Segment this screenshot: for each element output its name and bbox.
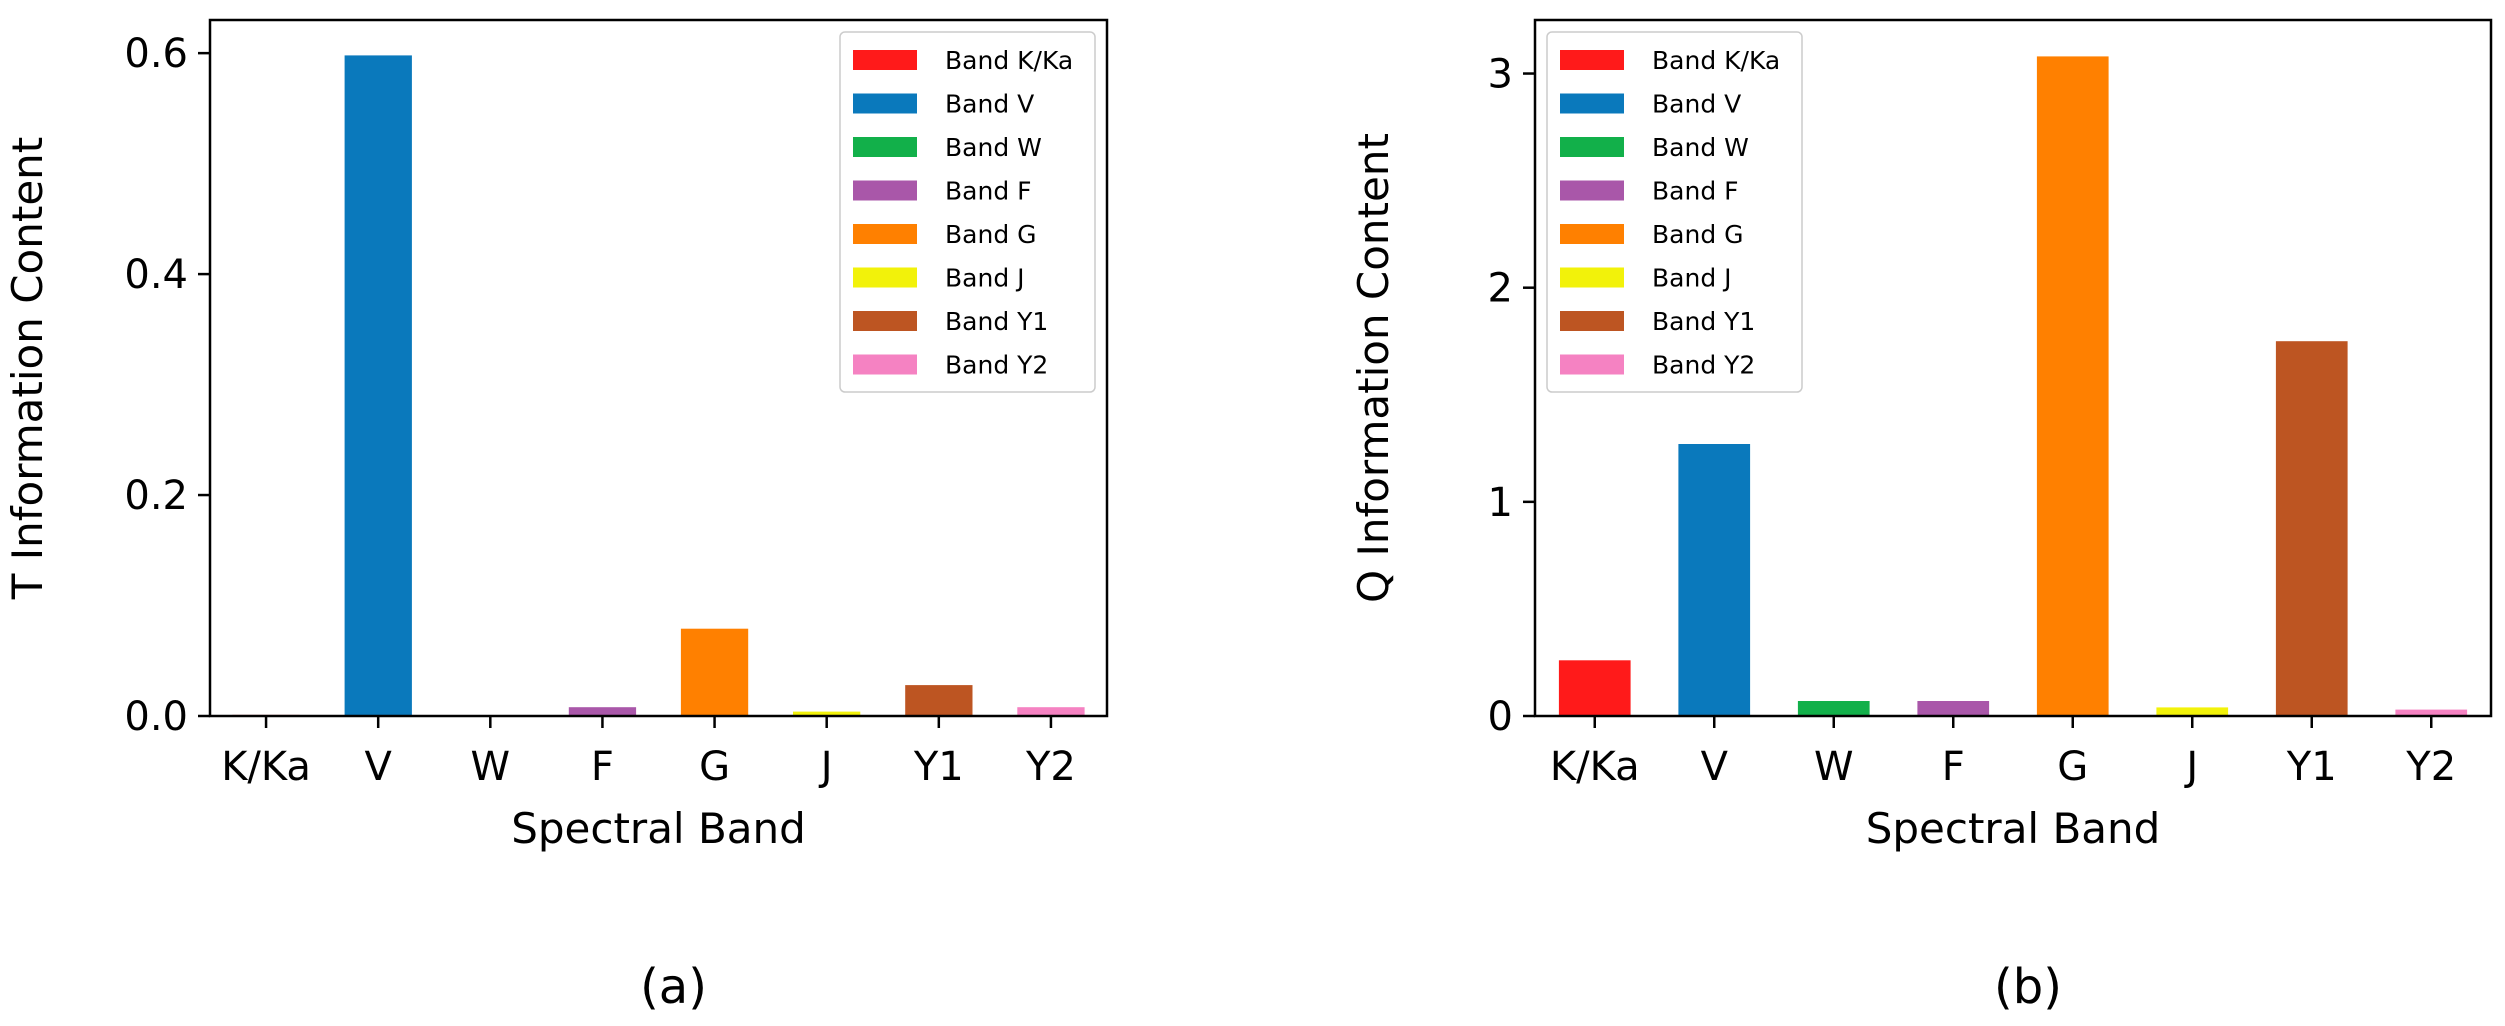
legend-label: Band G bbox=[945, 220, 1037, 249]
legend-swatch bbox=[853, 311, 917, 331]
y-tick-label: 0.2 bbox=[124, 473, 188, 519]
legend-swatch bbox=[853, 137, 917, 157]
legend-swatch bbox=[1560, 93, 1624, 114]
bar-j bbox=[2156, 707, 2229, 716]
bar-kka bbox=[1558, 660, 1631, 716]
legend-label: Band F bbox=[945, 177, 1032, 206]
bar-w bbox=[1797, 701, 1870, 716]
y-axis-label: T Information Content bbox=[3, 137, 52, 601]
legend-label: Band Y1 bbox=[945, 307, 1048, 336]
legend-label: Band J bbox=[1652, 264, 1732, 293]
bar-g bbox=[680, 628, 749, 716]
legend-label: Band Y1 bbox=[1652, 307, 1755, 336]
bar-v bbox=[344, 55, 412, 716]
y-tick-label: 1 bbox=[1488, 480, 1513, 526]
legend-swatch bbox=[1560, 267, 1624, 288]
legend-swatch bbox=[1560, 50, 1624, 70]
legend-label: Band V bbox=[1652, 90, 1741, 119]
x-tick-label: W bbox=[471, 744, 511, 790]
panel-label: (a) bbox=[640, 959, 707, 1015]
chart-panel-1: 0.0 0.2 0.4 0.6 K/Ka V W F G J Y1 Y2 Spectral Band T … bbox=[3, 18, 1109, 1015]
legend: Band K/Ka Band V Band W Band F Band G Band J B… bbox=[839, 31, 1096, 393]
legend-swatch bbox=[853, 50, 917, 70]
bar-f bbox=[568, 707, 637, 716]
plot-frame bbox=[1533, 18, 2493, 718]
legend-box bbox=[839, 31, 1096, 393]
bar-y2 bbox=[1017, 707, 1085, 716]
bar-y1 bbox=[905, 685, 973, 716]
legend-label: Band K/Ka bbox=[1652, 46, 1780, 75]
x-tick-label: V bbox=[365, 744, 393, 790]
legend-swatch bbox=[1560, 224, 1624, 244]
y-tick-label: 0 bbox=[1488, 694, 1513, 740]
y-tick-label: 2 bbox=[1488, 266, 1513, 312]
x-tick-label: Y2 bbox=[2405, 744, 2456, 790]
y-tick-label: 0.4 bbox=[124, 252, 188, 298]
x-tick-label: J bbox=[2183, 744, 2198, 790]
x-tick-label: Y1 bbox=[913, 744, 964, 790]
bar-g bbox=[2036, 56, 2109, 716]
x-tick-label: W bbox=[1814, 744, 1854, 790]
legend: Band K/Ka Band V Band W Band F Band G Band J B… bbox=[1546, 31, 1803, 393]
x-tick-label: F bbox=[591, 744, 614, 790]
x-tick-label: V bbox=[1701, 744, 1729, 790]
legend-label: Band J bbox=[945, 264, 1025, 293]
bar-f bbox=[1917, 701, 1990, 716]
bar-j bbox=[793, 711, 861, 716]
panel-label: (b) bbox=[1994, 959, 2062, 1015]
y-tick-label: 3 bbox=[1488, 52, 1513, 98]
y-tick-label: 0.6 bbox=[124, 31, 188, 77]
x-tick-label: Y2 bbox=[1025, 744, 1076, 790]
legend-label: Band W bbox=[1652, 133, 1749, 162]
legend-swatch bbox=[853, 180, 917, 201]
bar-y1 bbox=[2275, 341, 2348, 716]
legend-label: Band G bbox=[1652, 220, 1744, 249]
legend-swatch bbox=[1560, 137, 1624, 157]
x-tick-label: G bbox=[699, 744, 730, 790]
bar-v bbox=[1678, 444, 1751, 716]
legend-swatch bbox=[853, 354, 917, 375]
legend-label: Band Y2 bbox=[945, 351, 1048, 380]
x-axis-label: Spectral Band bbox=[1866, 804, 2161, 853]
x-tick-label: K/Ka bbox=[1550, 744, 1640, 790]
legend-box bbox=[1546, 31, 1803, 393]
legend-swatch bbox=[1560, 180, 1624, 201]
y-axis-label: Q Information Content bbox=[1349, 133, 1398, 603]
x-tick-label: F bbox=[1942, 744, 1965, 790]
x-tick-label: G bbox=[2057, 744, 2088, 790]
x-axis-label: Spectral Band bbox=[511, 804, 806, 853]
y-tick-label: 0.0 bbox=[124, 694, 188, 740]
legend-swatch bbox=[853, 93, 917, 114]
plot-frame bbox=[208, 18, 1109, 718]
legend-label: Band F bbox=[1652, 177, 1739, 206]
legend-swatch bbox=[1560, 354, 1624, 375]
legend-label: Band V bbox=[945, 90, 1034, 119]
chart-panel-2: 0 1 2 3 K/Ka V W F G J Y1 Y2 Spectral Band Q Informat… bbox=[1349, 18, 2493, 1015]
legend-label: Band K/Ka bbox=[945, 46, 1073, 75]
bar-y2 bbox=[2395, 709, 2468, 716]
legend-swatch bbox=[853, 224, 917, 244]
legend-swatch bbox=[1560, 311, 1624, 331]
legend-swatch bbox=[853, 267, 917, 288]
legend-label: Band Y2 bbox=[1652, 351, 1755, 380]
legend-label: Band W bbox=[945, 133, 1042, 162]
x-tick-label: Y1 bbox=[2286, 744, 2337, 790]
x-tick-label: K/Ka bbox=[221, 744, 311, 790]
x-tick-label: J bbox=[818, 744, 833, 790]
